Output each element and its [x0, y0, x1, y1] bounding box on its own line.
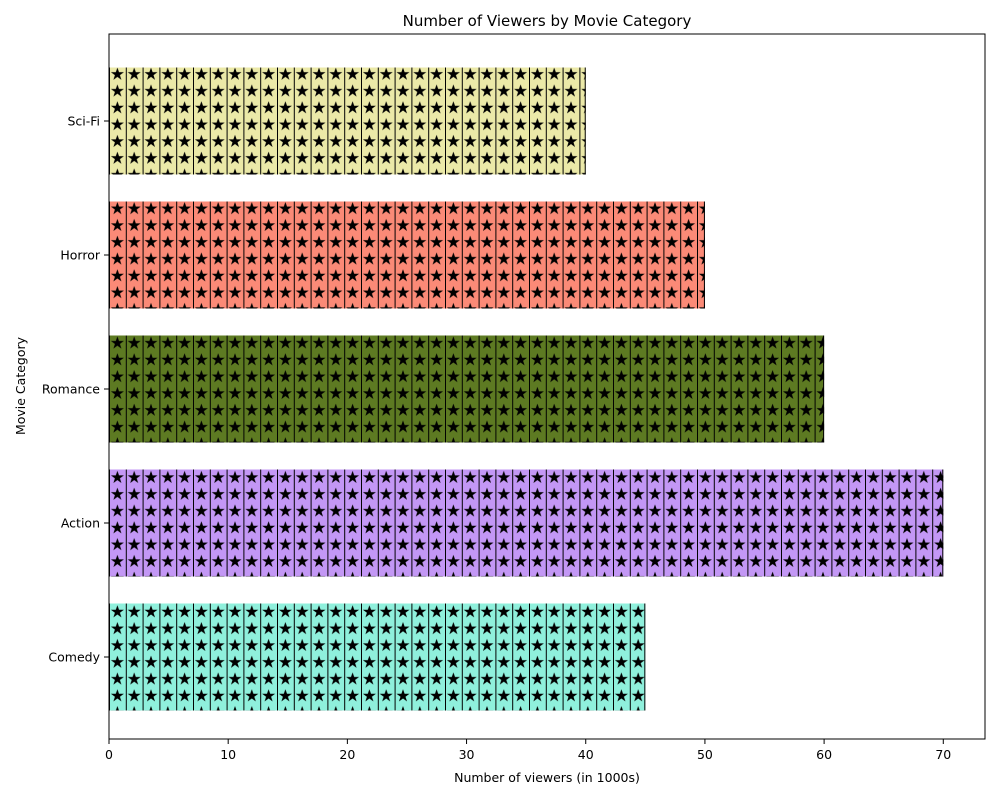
bar-comedy: [109, 603, 646, 711]
x-tick-label: 40: [578, 747, 594, 762]
bar-hatch-horror: [109, 201, 705, 309]
x-axis-ticks: 0 10 20 30 40 50 60 70: [105, 739, 951, 762]
x-tick-label: 10: [220, 747, 236, 762]
y-tick-label-horror: Horror: [60, 248, 100, 263]
plot-frame: [108, 33, 986, 740]
bar-hatch-action: [109, 469, 944, 577]
bar-hatch-romance: [109, 335, 825, 443]
x-tick-label: 30: [459, 747, 475, 762]
bar-horror: [109, 201, 705, 309]
x-tick-label: 60: [816, 747, 832, 762]
bar-hatch-sci-fi: [109, 67, 586, 175]
chart-title: Number of Viewers by Movie Category: [403, 12, 692, 30]
x-tick-label: 70: [935, 747, 951, 762]
y-axis-label: Movie Category: [13, 336, 28, 435]
bar-romance: [109, 335, 825, 443]
bars-group: [109, 67, 944, 711]
y-tick-label-romance: Romance: [42, 382, 100, 397]
y-tick-label-comedy: Comedy: [48, 650, 100, 665]
bar-sci-fi: [109, 67, 586, 175]
y-axis-ticks: Comedy Action Romance Horror Sci-Fi: [42, 114, 109, 665]
x-tick-label: 20: [339, 747, 355, 762]
x-tick-label: 50: [697, 747, 713, 762]
y-tick-label-sci-fi: Sci-Fi: [67, 114, 100, 129]
x-tick-label: 0: [105, 747, 113, 762]
y-tick-label-action: Action: [61, 516, 100, 531]
x-axis-label: Number of viewers (in 1000s): [454, 770, 640, 785]
bar-hatch-comedy: [109, 603, 646, 711]
bar-action: [109, 469, 944, 577]
